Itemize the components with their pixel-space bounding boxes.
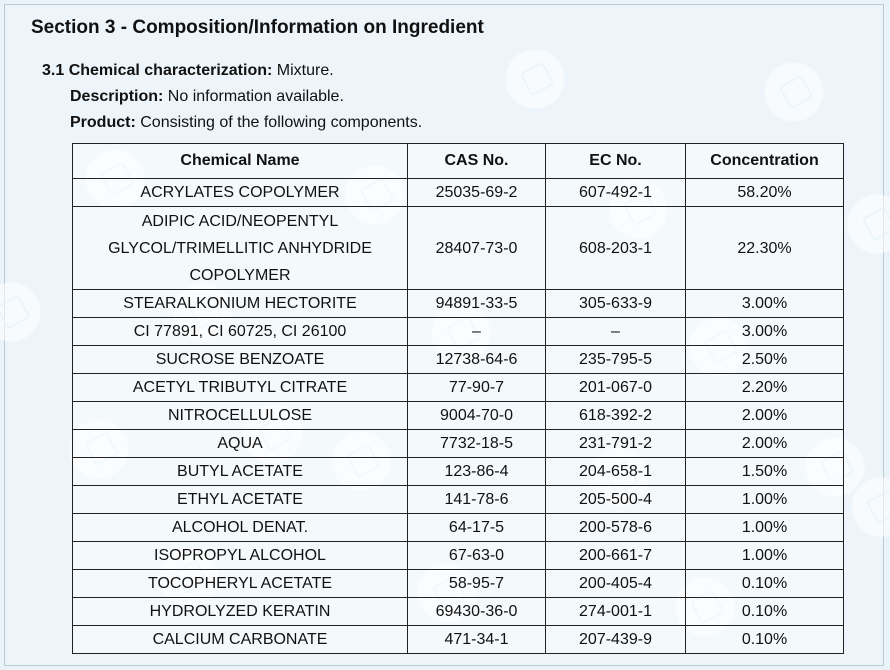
ec-number-cell: 235-795-5: [545, 345, 686, 374]
chemical-name-cell: ACRYLATES COPOLYMER: [72, 178, 408, 207]
ec-number-cell: 608-203-1: [545, 206, 686, 290]
concentration-cell: 3.00%: [685, 317, 844, 346]
table-row: ALCOHOL DENAT. 64-17-5 200-578-6 1.00%: [72, 513, 844, 542]
table-row: ETHYL ACETATE 141-78-6 205-500-4 1.00%: [72, 485, 844, 514]
cas-number-cell: 28407-73-0: [407, 206, 546, 290]
concentration-cell: 1.50%: [685, 457, 844, 486]
ec-number-cell: 201-067-0: [545, 373, 686, 402]
table-row: TOCOPHERYL ACETATE 58-95-7 200-405-4 0.1…: [72, 569, 844, 598]
chemical-name-cell: ADIPIC ACID/NEOPENTYL GLYCOL/TRIMELLITIC…: [72, 206, 408, 290]
ec-number-cell: –: [545, 317, 686, 346]
cas-number-cell: 67-63-0: [407, 541, 546, 570]
chemical-name-cell: ACETYL TRIBUTYL CITRATE: [72, 373, 408, 402]
concentration-cell: 0.10%: [685, 569, 844, 598]
chemical-characterization-label: 3.1 Chemical characterization:: [42, 62, 273, 79]
cas-number-cell: 141-78-6: [407, 485, 546, 514]
table-row: ACRYLATES COPOLYMER 25035-69-2 607-492-1…: [72, 178, 844, 207]
cas-number-cell: 64-17-5: [407, 513, 546, 542]
ec-number-cell: 231-791-2: [545, 429, 686, 458]
concentration-cell: 0.10%: [685, 597, 844, 626]
concentration-cell: 2.00%: [685, 401, 844, 430]
header-ec-no: EC No.: [545, 143, 686, 179]
ec-number-cell: 204-658-1: [545, 457, 686, 486]
chemical-name-cell: ALCOHOL DENAT.: [72, 513, 408, 542]
cas-number-cell: 77-90-7: [407, 373, 546, 402]
chemical-name-cell: ISOPROPYL ALCOHOL: [72, 541, 408, 570]
table-row: SUCROSE BENZOATE 12738-64-6 235-795-5 2.…: [72, 345, 844, 374]
ec-number-cell: 200-661-7: [545, 541, 686, 570]
composition-table: Chemical Name CAS No. EC No. Concentrati…: [72, 143, 844, 654]
product-line: Product: Consisting of the following com…: [70, 114, 422, 132]
ec-number-cell: 200-578-6: [545, 513, 686, 542]
concentration-cell: 2.50%: [685, 345, 844, 374]
concentration-cell: 2.00%: [685, 429, 844, 458]
chemical-name-cell: SUCROSE BENZOATE: [72, 345, 408, 374]
cas-number-cell: 471-34-1: [407, 625, 546, 654]
table-row: ADIPIC ACID/NEOPENTYL GLYCOL/TRIMELLITIC…: [72, 206, 844, 290]
chemical-name-cell: TOCOPHERYL ACETATE: [72, 569, 408, 598]
product-value: Consisting of the following components.: [140, 114, 423, 131]
cas-number-cell: –: [407, 317, 546, 346]
table-row: BUTYL ACETATE 123-86-4 204-658-1 1.50%: [72, 457, 844, 486]
header-concentration: Concentration: [685, 143, 844, 179]
ec-number-cell: 200-405-4: [545, 569, 686, 598]
concentration-cell: 3.00%: [685, 289, 844, 318]
table-header-row: Chemical Name CAS No. EC No. Concentrati…: [72, 143, 844, 179]
section-title: Section 3 - Composition/Information on I…: [31, 17, 484, 38]
cas-number-cell: 12738-64-6: [407, 345, 546, 374]
concentration-cell: 1.00%: [685, 513, 844, 542]
product-label: Product:: [70, 114, 136, 131]
cas-number-cell: 123-86-4: [407, 457, 546, 486]
ec-number-cell: 618-392-2: [545, 401, 686, 430]
cas-number-cell: 58-95-7: [407, 569, 546, 598]
chemical-name-cell: NITROCELLULOSE: [72, 401, 408, 430]
header-chemical-name: Chemical Name: [72, 143, 408, 179]
chemical-name-cell: HYDROLYZED KERATIN: [72, 597, 408, 626]
cas-number-cell: 69430-36-0: [407, 597, 546, 626]
concentration-cell: 2.20%: [685, 373, 844, 402]
chemical-name-cell: CI 77891, CI 60725, CI 26100: [72, 317, 408, 346]
ec-number-cell: 607-492-1: [545, 178, 686, 207]
ec-number-cell: 207-439-9: [545, 625, 686, 654]
header-cas-no: CAS No.: [407, 143, 546, 179]
chemical-name-cell: STEARALKONIUM HECTORITE: [72, 289, 408, 318]
cas-number-cell: 7732-18-5: [407, 429, 546, 458]
table-row: ACETYL TRIBUTYL CITRATE 77-90-7 201-067-…: [72, 373, 844, 402]
chemical-name-cell: CALCIUM CARBONATE: [72, 625, 408, 654]
ec-number-cell: 305-633-9: [545, 289, 686, 318]
ec-number-cell: 205-500-4: [545, 485, 686, 514]
description-line: Description: No information available.: [70, 88, 344, 106]
chemical-characterization-line: 3.1 Chemical characterization: Mixture.: [42, 62, 334, 80]
concentration-cell: 0.10%: [685, 625, 844, 654]
description-value: No information available.: [167, 88, 344, 105]
table-row: CALCIUM CARBONATE 471-34-1 207-439-9 0.1…: [72, 625, 844, 654]
concentration-cell: 1.00%: [685, 485, 844, 514]
table-row: NITROCELLULOSE 9004-70-0 618-392-2 2.00%: [72, 401, 844, 430]
concentration-cell: 1.00%: [685, 541, 844, 570]
cas-number-cell: 94891-33-5: [407, 289, 546, 318]
description-label: Description:: [70, 88, 164, 105]
table-row: AQUA 7732-18-5 231-791-2 2.00%: [72, 429, 844, 458]
cas-number-cell: 25035-69-2: [407, 178, 546, 207]
table-row: CI 77891, CI 60725, CI 26100 – – 3.00%: [72, 317, 844, 346]
chemical-name-cell: ETHYL ACETATE: [72, 485, 408, 514]
table-row: ISOPROPYL ALCOHOL 67-63-0 200-661-7 1.00…: [72, 541, 844, 570]
table-row: HYDROLYZED KERATIN 69430-36-0 274-001-1 …: [72, 597, 844, 626]
concentration-cell: 22.30%: [685, 206, 844, 290]
concentration-cell: 58.20%: [685, 178, 844, 207]
cas-number-cell: 9004-70-0: [407, 401, 546, 430]
table-row: STEARALKONIUM HECTORITE 94891-33-5 305-6…: [72, 289, 844, 318]
ec-number-cell: 274-001-1: [545, 597, 686, 626]
chemical-name-cell: AQUA: [72, 429, 408, 458]
chemical-characterization-value: Mixture.: [276, 62, 334, 79]
chemical-name-cell: BUTYL ACETATE: [72, 457, 408, 486]
composition-table-container: Chemical Name CAS No. EC No. Concentrati…: [72, 143, 844, 654]
